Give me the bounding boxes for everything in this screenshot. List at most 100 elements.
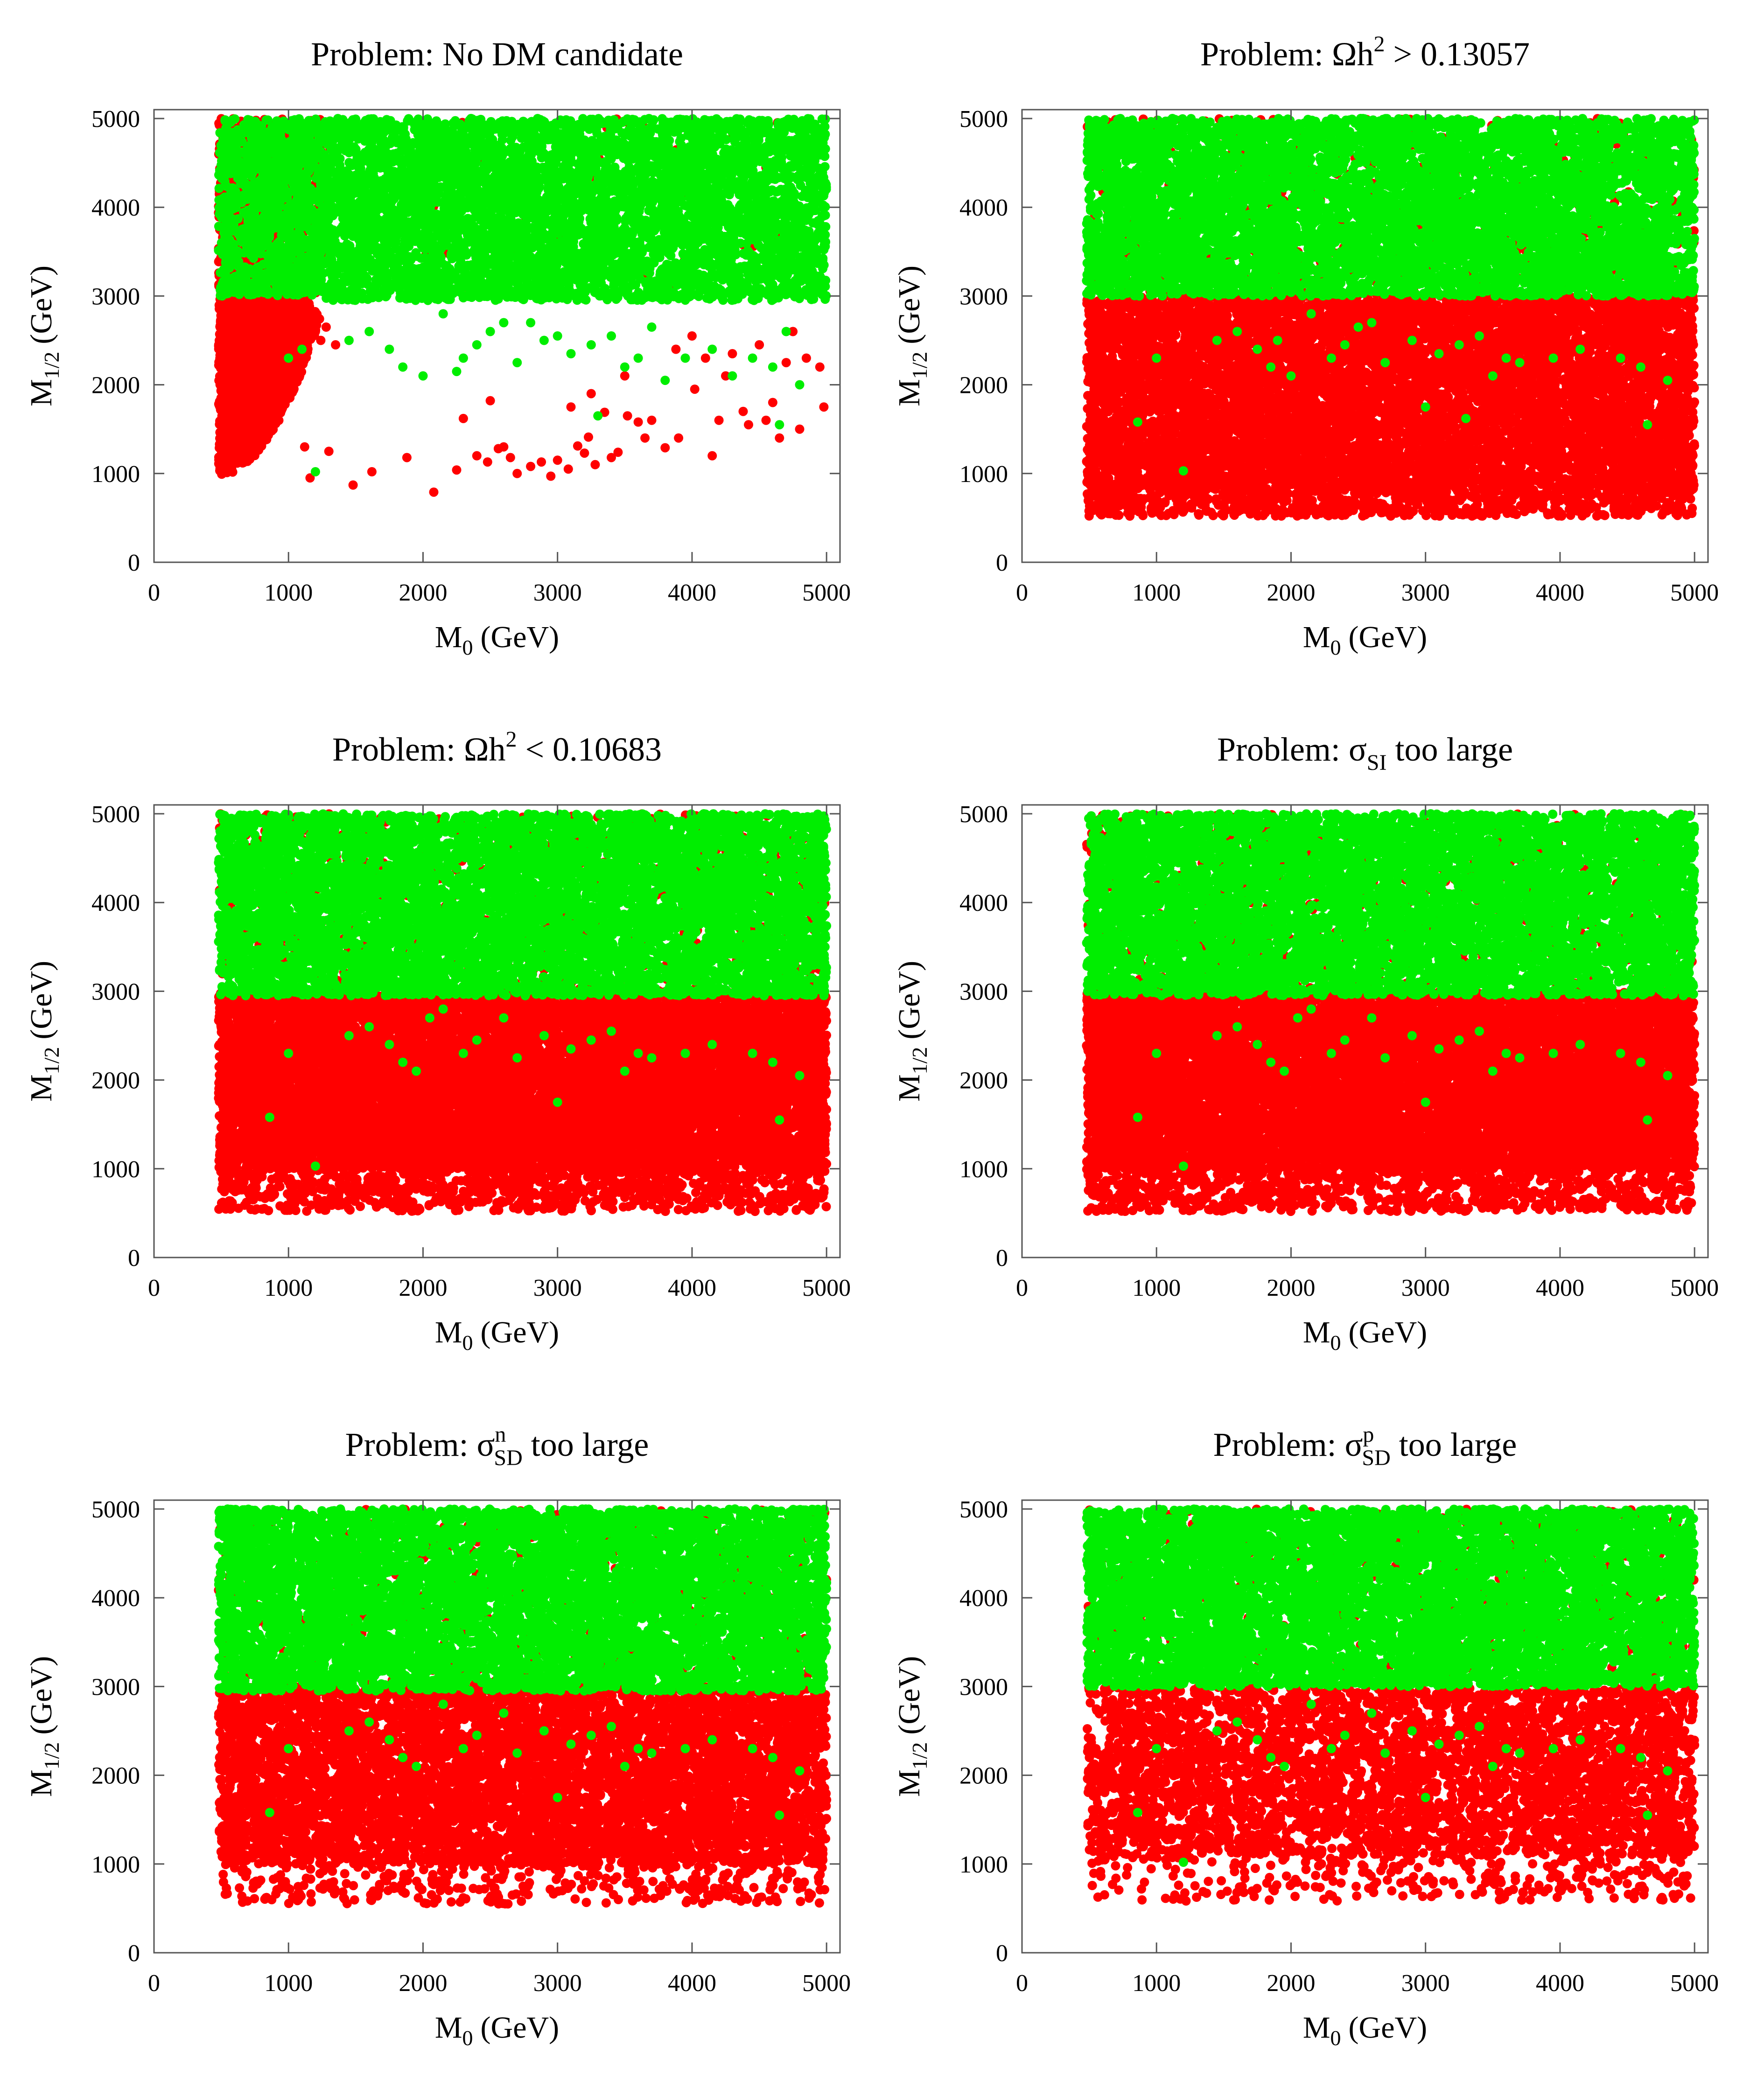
point: [782, 358, 791, 367]
point: [298, 138, 307, 147]
point: [259, 211, 269, 221]
point: [250, 307, 259, 316]
point: [290, 115, 300, 125]
point: [282, 215, 292, 224]
point: [291, 376, 301, 385]
point: [257, 316, 266, 326]
point: [296, 268, 306, 278]
point: [402, 453, 412, 462]
point: [297, 221, 306, 231]
point: [282, 203, 292, 212]
point: [316, 336, 325, 345]
point: [260, 390, 269, 399]
point: [232, 320, 242, 329]
point: [218, 355, 227, 364]
point: [292, 206, 301, 215]
point: [261, 417, 270, 426]
point: [251, 430, 260, 439]
point: [218, 388, 227, 398]
point: [472, 451, 482, 461]
point: [452, 465, 462, 475]
point: [290, 158, 299, 168]
point: [243, 150, 252, 159]
point: [219, 133, 229, 142]
point: [265, 242, 274, 251]
point: [259, 180, 268, 189]
point: [232, 249, 242, 259]
point: [762, 416, 771, 425]
point: [795, 425, 805, 434]
point: [242, 242, 251, 251]
point: [232, 429, 242, 439]
point: [240, 360, 249, 369]
point: [270, 325, 279, 334]
point: [296, 231, 305, 240]
point: [284, 316, 293, 326]
point: [298, 196, 307, 206]
point: [274, 142, 283, 152]
point: [322, 322, 331, 332]
point: [247, 316, 256, 325]
point: [281, 274, 290, 283]
point: [270, 381, 280, 390]
point: [270, 132, 280, 141]
point: [802, 354, 811, 363]
point: [296, 146, 305, 155]
point: [268, 358, 278, 367]
point: [307, 138, 316, 147]
point: [256, 145, 266, 154]
point: [483, 457, 492, 467]
point: [310, 231, 320, 240]
point: [459, 414, 468, 423]
point: [647, 416, 657, 425]
point: [311, 327, 320, 336]
point: [227, 464, 236, 474]
point: [587, 389, 596, 398]
point: [271, 196, 280, 206]
point: [714, 416, 724, 425]
point: [270, 412, 279, 421]
point: [620, 371, 630, 381]
point: [220, 232, 230, 242]
point: [768, 398, 777, 407]
point: [225, 240, 235, 250]
point: [231, 226, 240, 236]
point: [701, 354, 710, 363]
point: [261, 115, 271, 125]
point: [537, 457, 546, 467]
point: [236, 135, 245, 144]
point: [244, 209, 253, 218]
point: [506, 453, 515, 462]
point: [267, 123, 277, 132]
point: [236, 383, 245, 392]
point: [755, 340, 764, 349]
point: [229, 337, 238, 346]
point: [293, 130, 302, 139]
point: [623, 411, 632, 420]
point: [272, 308, 281, 317]
point: [218, 453, 228, 462]
point: [302, 177, 311, 187]
point: [286, 150, 295, 159]
point: [287, 254, 296, 263]
point: [690, 384, 700, 394]
panel-title: Problem: No DM candidate: [311, 35, 683, 73]
point: [613, 447, 623, 457]
point: [687, 331, 697, 341]
point: [349, 481, 358, 490]
point: [289, 287, 298, 296]
point: [590, 460, 600, 469]
point: [219, 265, 228, 274]
point: [217, 331, 226, 341]
point: [239, 177, 248, 186]
point: [248, 379, 257, 388]
point: [239, 373, 248, 383]
point: [278, 404, 287, 413]
point: [217, 397, 227, 406]
point: [227, 144, 237, 153]
point: [285, 140, 294, 149]
title-prefix: Problem:: [311, 35, 434, 73]
point: [214, 340, 224, 349]
point: [728, 349, 737, 358]
